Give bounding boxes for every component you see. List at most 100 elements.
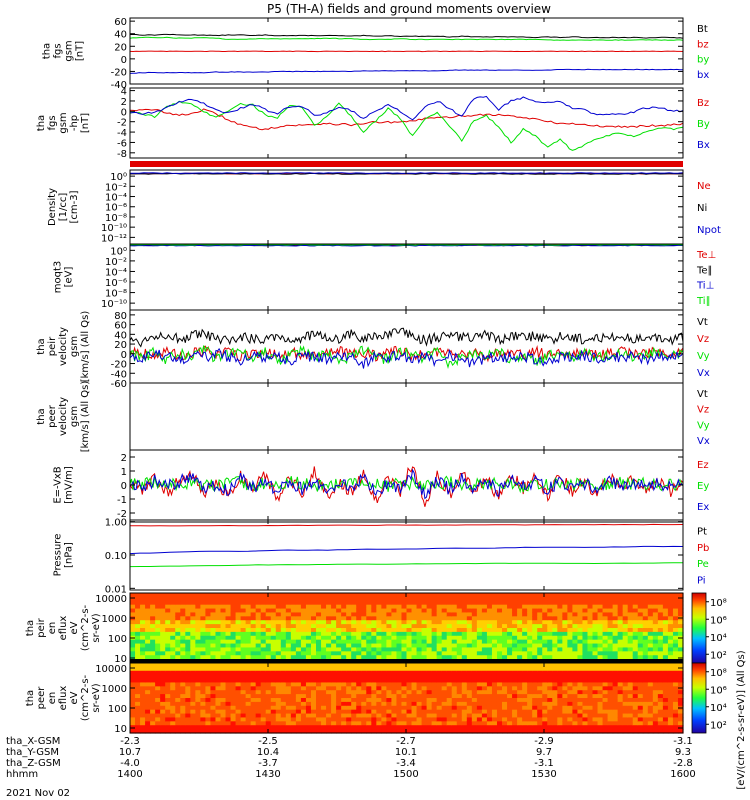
- heatmap-cell: [507, 698, 513, 703]
- heatmap-cell: [512, 596, 518, 602]
- heatmap-cell: [160, 705, 166, 711]
- heatmap-cell: [496, 604, 503, 610]
- heatmap-cell: [376, 725, 382, 730]
- heatmap-cell: [215, 635, 222, 641]
- heatmap-cell: [496, 612, 503, 617]
- heatmap-cell: [582, 670, 589, 676]
- heatmap-cell: [592, 678, 599, 684]
- heatmap-cell: [522, 709, 528, 715]
- heatmap-cell: [416, 593, 423, 598]
- heatmap-cell: [371, 631, 377, 637]
- heatmap-cell: [381, 682, 387, 687]
- heatmap-cell: [290, 600, 297, 606]
- heatmap-cell: [431, 612, 438, 617]
- heatmap-cell: [361, 729, 367, 734]
- heatmap-cell: [527, 729, 533, 734]
- heatmap-cell: [542, 725, 548, 730]
- heatmap-cell: [225, 612, 232, 617]
- heatmap-cell: [486, 721, 493, 726]
- heatmap-cell: [617, 725, 624, 730]
- heatmap-cell: [582, 593, 589, 598]
- heatmap-cell: [361, 682, 367, 687]
- heatmap-cell: [471, 721, 478, 726]
- heatmap-cell: [265, 678, 272, 684]
- y-tick-label: 10: [114, 654, 127, 665]
- heatmap-cell: [642, 635, 649, 641]
- heatmap-cell: [280, 666, 287, 672]
- heatmap-cell: [597, 678, 604, 684]
- heatmap-cell: [295, 729, 302, 734]
- heatmap-cell: [336, 717, 342, 722]
- heatmap-cell: [290, 674, 297, 680]
- heatmap-cell: [486, 624, 493, 629]
- heatmap-cell: [657, 705, 664, 711]
- heatmap-cell: [316, 608, 322, 614]
- heatmap-cell: [361, 616, 367, 621]
- heatmap-cell: [481, 624, 488, 629]
- heatmap-cell: [542, 678, 548, 684]
- heatmap-cell: [517, 717, 523, 722]
- heatmap-cell: [652, 682, 659, 687]
- heatmap-cell: [270, 666, 277, 672]
- heatmap-cell: [160, 612, 166, 617]
- heatmap-cell: [411, 686, 418, 691]
- y-tick-label: 10000: [95, 594, 127, 605]
- heatmap-cell: [305, 686, 312, 691]
- heatmap-cell: [436, 631, 443, 637]
- heatmap-cell: [627, 713, 634, 719]
- heatmap-cell: [215, 721, 222, 726]
- heatmap-cell: [135, 616, 141, 621]
- heatmap-cell: [632, 639, 639, 645]
- heatmap-cell: [270, 690, 277, 695]
- heatmap-cell: [230, 620, 237, 625]
- heatmap-cell: [466, 643, 473, 649]
- heatmap-cell: [557, 647, 563, 652]
- heatmap-cell: [582, 620, 589, 625]
- heatmap-cell: [486, 628, 493, 633]
- legend-entry: Pi: [697, 575, 706, 586]
- heatmap-cell: [491, 647, 498, 652]
- heatmap-cell: [517, 705, 523, 711]
- heatmap-cell: [401, 604, 408, 610]
- heatmap-cell: [622, 651, 629, 656]
- heatmap-cell: [135, 701, 141, 707]
- heatmap-cell: [381, 705, 387, 711]
- heatmap-cell: [642, 729, 649, 734]
- ephemeris-value: 9.3: [675, 747, 691, 758]
- heatmap-cell: [577, 705, 584, 711]
- heatmap-cell: [592, 729, 599, 734]
- heatmap-cell: [512, 639, 518, 645]
- heatmap-cell: [361, 647, 367, 652]
- heatmap-cell: [587, 620, 594, 625]
- heatmap-cell: [145, 643, 151, 649]
- heatmap-cell: [200, 663, 207, 668]
- heatmap-cell: [577, 631, 584, 637]
- y-tick-label: 10⁻¹²: [101, 233, 127, 244]
- heatmap-cell: [331, 620, 337, 625]
- heatmap-cell: [275, 705, 282, 711]
- heatmap-cell: [130, 721, 136, 726]
- heatmap-cell: [602, 690, 609, 695]
- heatmap-cell: [185, 608, 191, 614]
- heatmap-cell: [602, 694, 609, 699]
- heatmap-cell: [481, 666, 488, 672]
- heatmap-cell: [517, 670, 523, 676]
- heatmap-cell: [557, 600, 563, 606]
- heatmap-cell: [527, 666, 533, 672]
- heatmap-cell: [205, 620, 212, 625]
- heatmap-cell: [336, 674, 342, 680]
- heatmap-cell: [255, 620, 262, 625]
- heatmap-cell: [486, 631, 493, 637]
- heatmap-cell: [285, 674, 292, 680]
- heatmap-cell: [175, 709, 181, 715]
- heatmap-cell: [637, 713, 644, 719]
- heatmap-cell: [321, 690, 327, 695]
- heatmap-cell: [200, 624, 207, 629]
- heatmap-cell: [371, 686, 377, 691]
- heatmap-cell: [426, 666, 433, 672]
- heatmap-cell: [426, 628, 433, 633]
- heatmap-cell: [280, 686, 287, 691]
- heatmap-cell: [260, 651, 267, 656]
- panel-frame: [129, 169, 684, 245]
- heatmap-cell: [356, 674, 362, 680]
